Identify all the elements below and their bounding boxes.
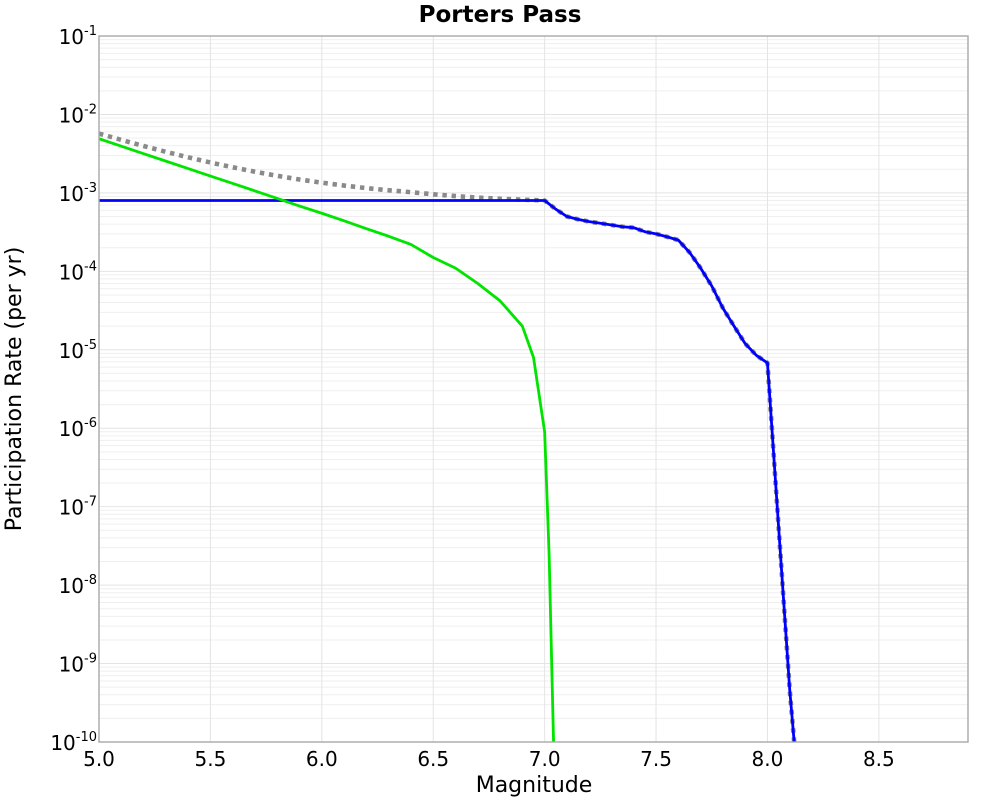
x-tick-label: 5.0 (83, 747, 115, 771)
y-tick-label: 10-6 (59, 416, 97, 441)
chart-title: Porters Pass (419, 2, 582, 28)
gridlines (99, 36, 968, 742)
x-tick-label: 5.5 (195, 747, 227, 771)
x-tick-label: 7.5 (640, 747, 672, 771)
y-tick-label: 10-1 (59, 24, 97, 49)
x-tick-label: 8.5 (863, 747, 895, 771)
y-axis-tick-labels: 10-1 10-2 10-3 10-4 10-5 10-6 10-7 10-8 10-9 10-1… (50, 24, 97, 755)
y-tick-label: 10-2 (59, 102, 97, 127)
series-green-solid-sub-seismogenic (99, 137, 555, 742)
y-tick-label: 10-8 (59, 573, 97, 598)
series-blue-solid-supra-seismogenic (99, 199, 796, 742)
x-tick-label: 6.0 (306, 747, 338, 771)
y-axis-label: Participation Rate (per yr) (2, 247, 27, 532)
y-tick-label: 10-5 (59, 338, 97, 363)
y-tick-label: 10-7 (59, 495, 97, 520)
series-gray-dotted-total-mfd (99, 131, 797, 742)
x-axis-tick-labels: 5.0 5.5 6.0 6.5 7.0 7.5 8.0 8.5 (83, 747, 895, 771)
x-axis-label: Magnitude (476, 773, 593, 798)
series-lines (99, 131, 797, 742)
y-tick-label: 10-4 (59, 259, 97, 284)
y-tick-label: 10-10 (50, 730, 97, 755)
x-tick-label: 8.0 (752, 747, 784, 771)
y-tick-label: 10-3 (59, 181, 97, 206)
plot-frame (98, 35, 969, 743)
y-tick-label: 10-9 (59, 652, 97, 677)
x-tick-label: 7.0 (529, 747, 561, 771)
x-tick-label: 6.5 (417, 747, 449, 771)
